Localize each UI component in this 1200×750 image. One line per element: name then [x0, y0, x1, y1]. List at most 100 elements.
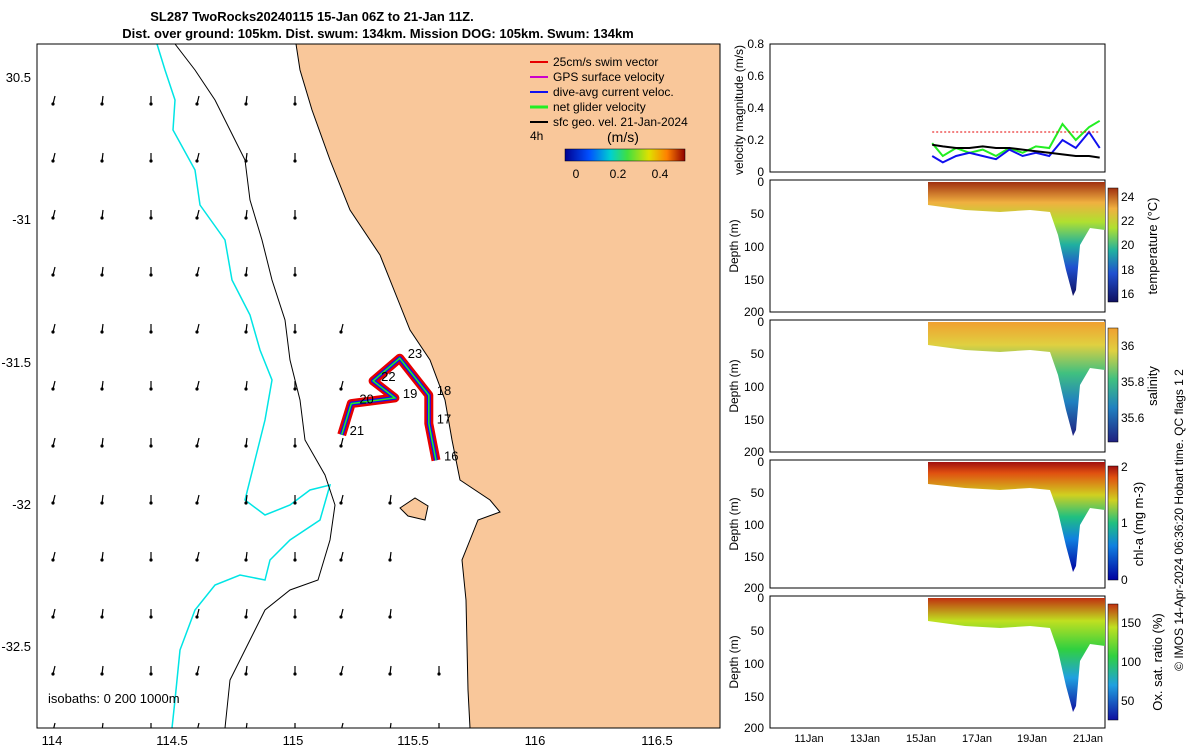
chla-ylabel: Depth (m) — [727, 497, 741, 550]
sal-ytick-1: 50 — [751, 347, 765, 361]
time-tick-3: 17Jan — [962, 733, 992, 745]
vector-head-9 — [149, 159, 153, 163]
vector-head-74 — [244, 672, 248, 676]
velocity-series-1 — [931, 130, 1101, 164]
sal-ctick-2: 36 — [1121, 339, 1135, 353]
legend-label-netglider: net glider velocity — [553, 100, 646, 114]
lat-tick-2: -31.5 — [1, 355, 31, 370]
vector-head-82 — [195, 729, 198, 732]
velocity-ylabel: velocity magnitude (m/s) — [732, 45, 746, 175]
temperature-panel: 0 50 100 150 200 16 18 20 22 24 Depth (m… — [727, 175, 1160, 319]
vector-head-14 — [100, 216, 104, 220]
legend-label-gps: GPS surface velocity — [553, 70, 664, 84]
chla-colorbar — [1107, 465, 1119, 581]
vector-head-6 — [293, 102, 297, 106]
oxygen-panel: 0 50 100 150 200 50 100 150 Depth (m) Ox… — [727, 591, 1165, 735]
ox-ytick-2: 100 — [744, 657, 764, 671]
day-label-23: 23 — [408, 346, 422, 361]
vector-head-45 — [339, 444, 343, 448]
colorbar-tick-2: 0.4 — [652, 167, 669, 181]
temp-ctick-0: 16 — [1121, 287, 1135, 301]
lat-tick-3: -32 — [12, 497, 31, 512]
colorbar-tick-0: 0 — [573, 167, 580, 181]
vector-head-25 — [51, 330, 55, 334]
isobath-1000m — [174, 44, 336, 728]
salinity-section — [928, 322, 1105, 436]
day-label-17: 17 — [437, 411, 451, 426]
day-label-18: 18 — [437, 383, 451, 398]
day-label-21: 21 — [350, 423, 364, 438]
vector-head-3 — [149, 102, 153, 106]
chl-ytick-2: 100 — [744, 518, 764, 532]
vector-head-30 — [293, 330, 297, 334]
vector-head-54 — [51, 558, 55, 562]
vector-head-38 — [339, 387, 343, 391]
vector-head-46 — [51, 501, 55, 505]
speed-colorbar — [564, 148, 686, 162]
lat-tick-4: -32.5 — [1, 639, 31, 654]
vector-head-24 — [293, 273, 297, 277]
salinity-clabel: salinity — [1145, 366, 1160, 406]
vector-arrow-84 — [341, 722, 344, 728]
vector-head-32 — [51, 387, 55, 391]
vector-head-11 — [244, 159, 248, 163]
vector-head-73 — [195, 672, 199, 676]
chla-panel: 0 50 100 150 200 0 1 2 Depth (m) chl-a (… — [727, 455, 1146, 595]
vector-head-43 — [244, 444, 248, 448]
chla-section — [928, 462, 1105, 572]
vector-head-80 — [100, 729, 103, 732]
chl-ytick-3: 150 — [744, 550, 764, 564]
vector-head-35 — [195, 387, 199, 391]
vector-head-57 — [195, 558, 199, 562]
vector-head-63 — [100, 615, 104, 619]
map-legend: 25cm/s swim vector GPS surface velocity … — [530, 55, 688, 181]
vector-field — [51, 95, 441, 732]
velocity-lines — [931, 119, 1101, 164]
vel-ytick-3: 0.6 — [747, 69, 764, 83]
vector-head-53 — [388, 501, 392, 505]
ox-ctick-2: 150 — [1121, 616, 1141, 630]
sal-ytick-0: 0 — [757, 315, 764, 329]
vector-arrow-79 — [101, 722, 104, 728]
oxygen-section — [928, 598, 1105, 712]
track-netglider — [340, 357, 437, 461]
sal-ytick-2: 100 — [744, 380, 764, 394]
vector-head-36 — [244, 387, 248, 391]
temp-ctick-1: 18 — [1121, 263, 1135, 277]
vector-head-50 — [244, 501, 248, 505]
vector-arrow-81 — [197, 722, 200, 728]
salinity-colorbar — [1107, 327, 1119, 443]
time-tick-1: 13Jan — [850, 733, 880, 745]
map-panel: 16 17 18 19 20 21 22 23 25cm/s swim vector GPS … — [1, 43, 721, 748]
temp-ytick-0: 0 — [757, 175, 764, 189]
vector-head-69 — [388, 615, 392, 619]
lon-tick-1: 114.5 — [156, 733, 188, 748]
colorbar-tick-1: 0.2 — [610, 167, 627, 181]
vector-head-10 — [195, 159, 199, 163]
temp-ytick-1: 50 — [751, 207, 765, 221]
lon-tick-4: 116 — [525, 733, 546, 748]
vector-head-72 — [149, 672, 153, 676]
temperature-clabel: temperature (°C) — [1145, 198, 1160, 295]
velocity-panel: 0 0.2 0.4 0.6 0.8 velocity magnitude (m/… — [732, 37, 1106, 179]
vector-head-34 — [149, 387, 153, 391]
lon-tick-0: 114 — [42, 733, 63, 748]
chl-ctick-1: 1 — [1121, 516, 1128, 530]
imos-side-note: © IMOS 14-Apr-2024 06:36:20 Hobart time.… — [1172, 369, 1186, 671]
vector-head-59 — [293, 558, 297, 562]
vector-head-19 — [51, 273, 55, 277]
temperature-section — [928, 182, 1105, 296]
vector-arrow-78 — [53, 722, 56, 728]
vector-head-8 — [100, 159, 104, 163]
vector-head-60 — [339, 558, 343, 562]
vector-head-70 — [51, 672, 55, 676]
time-tick-2: 15Jan — [906, 733, 936, 745]
rottnest-island — [399, 497, 429, 521]
vector-head-67 — [293, 615, 297, 619]
ox-ytick-4: 200 — [744, 721, 764, 735]
legend-label-geostrophic: sfc geo. vel. 21-Jan-2024 — [553, 115, 688, 129]
vector-head-62 — [51, 615, 55, 619]
vector-head-68 — [339, 615, 343, 619]
vector-head-40 — [100, 444, 104, 448]
vector-arrow-85 — [389, 722, 392, 728]
